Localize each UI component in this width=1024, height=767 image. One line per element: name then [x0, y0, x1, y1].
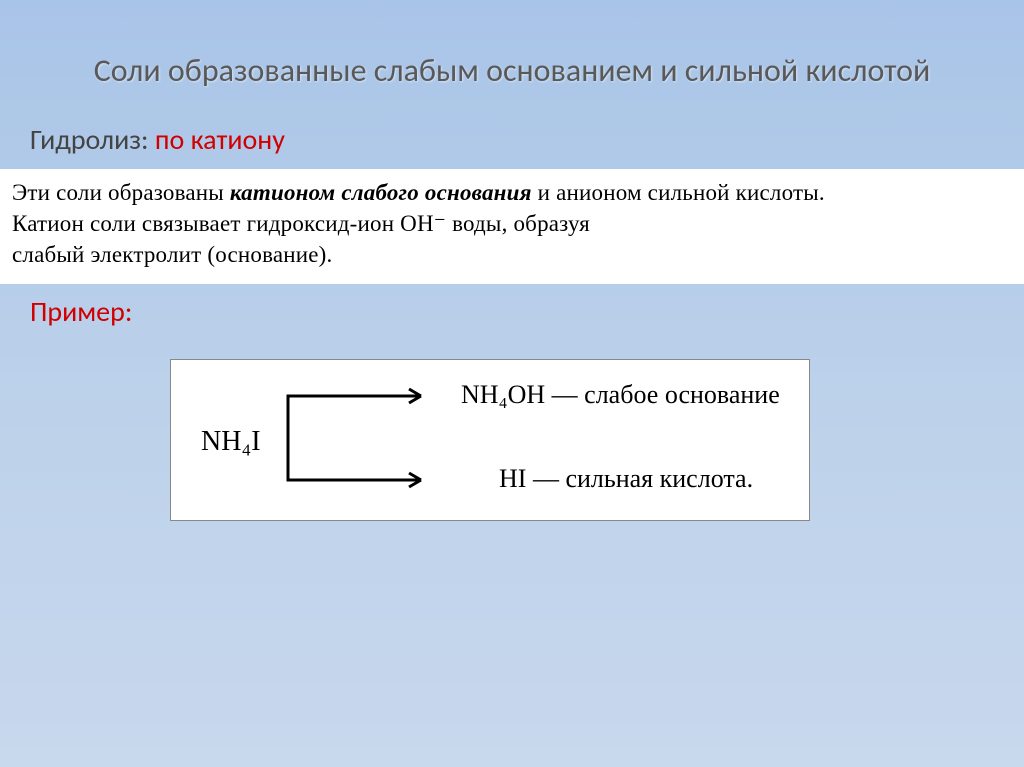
product-top-desc: — слабое основание: [545, 380, 780, 409]
expl-line2: Катион соли связывает гидроксид-ион ОН⁻ …: [12, 211, 590, 236]
expl-line1-em: катионом слабого основания: [230, 180, 532, 205]
hydrolysis-line: Гидролиз: по катиону: [0, 122, 1024, 157]
explanation-text: Эти соли образованы катионом слабого осн…: [0, 169, 1024, 284]
product-bottom: HI — сильная кислота.: [499, 464, 753, 494]
expl-line3: слабый электролит (основание).: [12, 242, 333, 267]
branch-arrows-icon: [286, 384, 446, 492]
reaction-diagram: NH₄I NH₄OH — слабое основание HI — сильн…: [191, 378, 789, 498]
product-bottom-formula: HI: [499, 464, 526, 493]
expl-line1-pre: Эти соли образованы: [12, 180, 230, 205]
example-label: Пример:: [0, 294, 1024, 329]
product-top: NH₄OH — слабое основание: [461, 380, 780, 410]
expl-line1-post: и анионом сильной кислоты.: [532, 180, 825, 205]
reaction-diagram-box: NH₄I NH₄OH — слабое основание HI — сильн…: [170, 359, 810, 521]
hydrolysis-label: Гидролиз:: [30, 122, 149, 157]
hydrolysis-type: по катиону: [155, 122, 285, 157]
product-top-formula: NH₄OH: [461, 380, 545, 409]
slide-title: Соли образованные слабым основанием и си…: [0, 0, 1024, 122]
product-bottom-desc: — сильная кислота.: [526, 464, 753, 493]
reactant-formula: NH₄I: [201, 426, 261, 458]
